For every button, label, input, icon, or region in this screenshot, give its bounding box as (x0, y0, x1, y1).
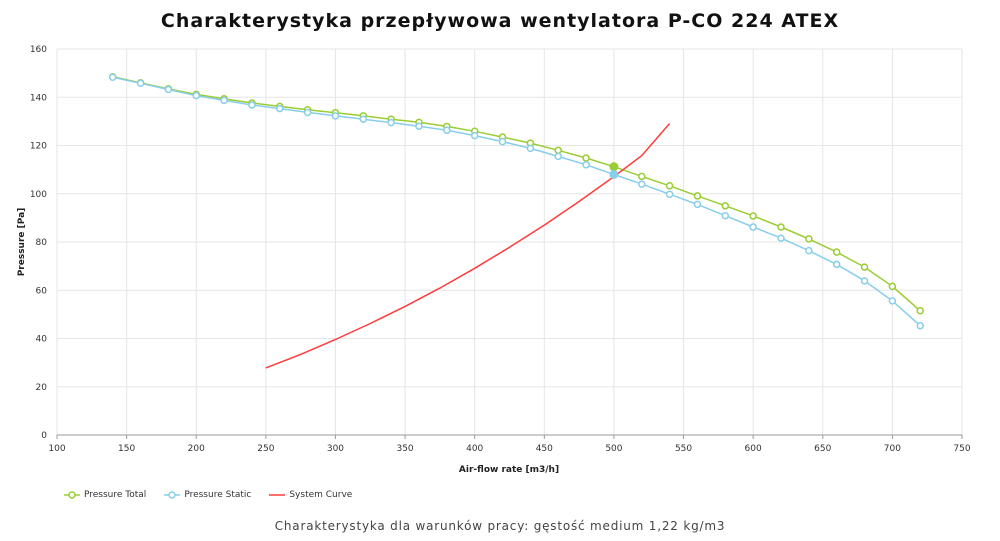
x-tick-label: 250 (257, 444, 274, 454)
pressure-static-point (303, 108, 312, 117)
x-tick-label: 300 (327, 444, 344, 454)
y-tick-label: 120 (30, 142, 47, 152)
x-tick-label: 500 (605, 444, 622, 454)
pressure-static-point (638, 180, 646, 188)
pressure-total-point (665, 182, 674, 190)
y-tick-label: 80 (36, 238, 48, 248)
legend-label: Pressure Total (84, 490, 147, 500)
legend-swatch-marker (168, 491, 177, 499)
y-tick-label: 100 (30, 190, 47, 200)
legend-swatch-marker (68, 491, 76, 499)
chart-axes: 100 150 200 250 300 350 400 450 500 550 600 650 700 7… (30, 45, 971, 454)
pressure-static-point (860, 277, 869, 285)
legend-item: Pressure Total (64, 490, 146, 500)
y-tick-label: 140 (30, 93, 47, 103)
pressure-static-point (359, 115, 368, 123)
pressure-total-point (777, 223, 785, 231)
operating-point (609, 162, 619, 172)
x-tick-label: 750 (953, 444, 970, 454)
pressure-static-point (916, 321, 924, 330)
x-tick-label: 150 (118, 444, 135, 454)
pressure-total-point (916, 307, 924, 315)
y-tick-label: 60 (36, 286, 48, 296)
system-curve-line (265, 123, 671, 369)
x-tick-label: 200 (188, 444, 205, 454)
pressure-static-point (192, 91, 200, 100)
y-tick-label: 0 (41, 431, 47, 441)
pressure-static-point (470, 131, 479, 140)
chart-title: Charakterystyka przepływowa wentylatora … (160, 10, 840, 32)
x-axis-label: Air-flow rate [m3/h] (459, 465, 559, 475)
pressure-total-point (860, 263, 869, 271)
pressure-static-point (554, 152, 562, 161)
y-tick-label: 40 (36, 335, 48, 345)
operating-point (609, 169, 619, 179)
x-tick-label: 100 (48, 444, 65, 454)
pressure-static-point (665, 190, 674, 198)
pressure-static-point (832, 260, 841, 269)
pressure-static-point (721, 211, 730, 220)
legend-label: System Curve (289, 490, 353, 500)
pressure-static-point (749, 223, 757, 231)
pressure-static-point (443, 126, 451, 135)
pressure-total-point (693, 192, 702, 200)
chart-legend: Pressure Total Pressure Static System Curv… (64, 490, 352, 500)
pressure-static-point (331, 112, 340, 120)
x-tick-label: 550 (675, 444, 692, 454)
pressure-total-line (112, 75, 921, 312)
pressure-static-point (805, 246, 813, 255)
pressure-total-point (749, 212, 757, 220)
pressure-static-point (136, 79, 145, 88)
pressure-static-point (582, 161, 590, 169)
y-tick-label: 160 (30, 45, 47, 55)
x-tick-label: 450 (536, 444, 553, 454)
legend-item: Pressure Static (164, 490, 251, 500)
pressure-static-point (693, 200, 702, 209)
pressure-total-point (721, 202, 730, 210)
pressure-total-point (832, 248, 841, 256)
pressure-static-point (888, 297, 897, 305)
pressure-static-point (387, 118, 395, 127)
x-tick-label: 650 (814, 444, 831, 454)
x-tick-label: 700 (884, 444, 901, 454)
pressure-static-point (164, 85, 173, 94)
pressure-static-point (777, 234, 785, 242)
pressure-static-point (276, 104, 284, 113)
legend-swatch (64, 491, 80, 499)
pressure-static-point (498, 137, 507, 146)
pressure-total-point (805, 235, 813, 243)
y-tick-label: 20 (36, 383, 48, 393)
legend-item: System Curve (269, 490, 352, 500)
pressure-total-point (554, 146, 562, 155)
legend-swatch (164, 491, 181, 499)
y-axis-label: Pressure [Pa] (17, 208, 27, 277)
pressure-static-point (415, 122, 423, 130)
chart-series (108, 72, 924, 369)
pressure-static-point (108, 73, 117, 81)
pressure-total-point (888, 282, 897, 291)
pressure-static-point (220, 96, 228, 105)
pressure-static-point (248, 101, 256, 109)
legend-label: Pressure Static (184, 490, 252, 500)
pressure-static-point (526, 144, 535, 153)
pressure-total-point (638, 172, 646, 181)
chart-grid (56, 48, 963, 436)
x-tick-label: 350 (396, 444, 413, 454)
pressure-static-line (112, 76, 921, 327)
chart-subtitle: Charakterystyka dla warunków pracy: gęst… (274, 519, 726, 533)
x-tick-label: 400 (466, 444, 483, 454)
legend-swatch (269, 494, 286, 496)
pressure-total-point (582, 154, 590, 162)
x-tick-label: 600 (745, 444, 762, 454)
